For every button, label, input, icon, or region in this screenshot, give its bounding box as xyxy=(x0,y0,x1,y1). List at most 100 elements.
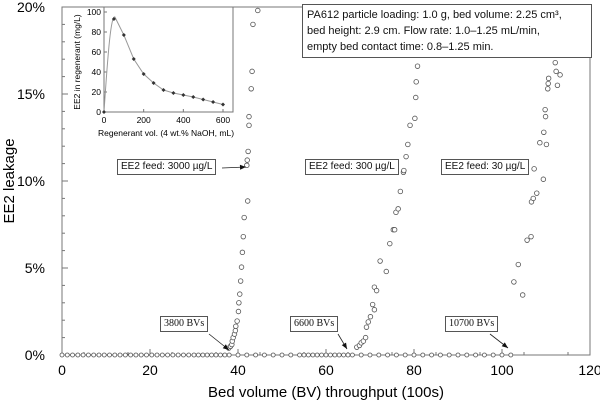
data-point xyxy=(204,352,210,358)
data-point xyxy=(542,106,548,113)
arrow-head-icon xyxy=(341,342,347,349)
data-point xyxy=(446,352,452,358)
data-point xyxy=(238,264,245,270)
data-point xyxy=(411,352,417,358)
data-point xyxy=(237,278,244,284)
x-tick-label: 60 xyxy=(318,362,334,378)
data-point xyxy=(412,115,418,122)
data-point xyxy=(249,68,255,75)
arrow-head-icon xyxy=(222,344,229,350)
data-point xyxy=(261,352,267,358)
data-point xyxy=(383,268,389,275)
data-point xyxy=(543,141,550,148)
data-point xyxy=(209,352,215,358)
data-point xyxy=(191,352,197,358)
annotation-feed-3000: EE2 feed: 3000 µg/L xyxy=(117,159,217,175)
data-point xyxy=(323,352,329,358)
data-point xyxy=(297,352,303,358)
data-point xyxy=(349,352,355,358)
data-point xyxy=(75,352,81,358)
data-point xyxy=(237,291,243,297)
data-point xyxy=(144,352,149,358)
data-point xyxy=(233,323,239,329)
y-tick-label: 20% xyxy=(17,0,45,15)
parameters-box: PA612 particle loading: 1.0 g, bed volum… xyxy=(302,4,592,58)
y-axis-label: EE2 leakage xyxy=(1,138,18,223)
x-tick-label: 40 xyxy=(230,362,246,378)
data-point xyxy=(397,188,404,195)
data-point xyxy=(138,352,144,358)
data-point xyxy=(542,113,549,120)
data-point xyxy=(377,258,383,264)
data-point xyxy=(245,148,251,155)
data-point xyxy=(149,352,155,358)
data-point xyxy=(200,352,206,358)
data-point xyxy=(80,352,86,358)
inset-y-label: EE2 in regenerant (mg/L) xyxy=(72,14,82,110)
data-point xyxy=(213,352,219,358)
data-point xyxy=(301,352,307,358)
data-point xyxy=(241,214,247,221)
x-tick-label: 0 xyxy=(58,362,66,378)
data-point xyxy=(165,352,171,358)
data-point xyxy=(236,300,242,306)
data-point xyxy=(437,352,443,358)
data-point xyxy=(420,352,426,358)
data-point xyxy=(244,162,250,169)
data-point xyxy=(537,140,543,146)
data-point xyxy=(345,352,351,358)
data-point xyxy=(365,319,371,325)
data-point xyxy=(455,352,461,358)
data-point xyxy=(385,352,391,358)
data-point xyxy=(367,314,374,320)
data-point xyxy=(244,157,250,163)
data-point xyxy=(195,352,201,358)
inset-y-tick-label: 60 xyxy=(92,47,102,57)
data-point xyxy=(255,7,261,14)
data-point xyxy=(413,94,419,101)
data-point xyxy=(363,324,370,330)
data-point xyxy=(246,122,252,129)
data-point xyxy=(545,75,552,82)
data-point xyxy=(413,79,419,85)
data-point xyxy=(222,352,228,358)
inset-x-tick-label: 400 xyxy=(176,115,190,125)
data-point xyxy=(250,21,256,28)
inset-data-point xyxy=(151,81,156,85)
inset-data-point xyxy=(111,17,116,21)
data-point xyxy=(545,86,551,92)
inset-data-point xyxy=(102,110,106,114)
inset-data-point xyxy=(141,72,146,76)
data-point xyxy=(557,72,563,78)
data-point xyxy=(186,352,192,358)
data-point xyxy=(181,352,186,358)
annotation-6600-bvs: 6600 BVs xyxy=(290,316,339,332)
data-point xyxy=(336,352,342,358)
data-point xyxy=(545,80,551,87)
data-point xyxy=(112,352,118,358)
x-axis-label: Bed volume (BV) throughput (100s) xyxy=(208,384,444,401)
inset-y-tick-label: 80 xyxy=(92,27,102,37)
data-point xyxy=(288,352,294,358)
annotation-feed-300: EE2 feed: 300 µg/L xyxy=(305,159,399,175)
data-point xyxy=(358,352,364,358)
data-points xyxy=(59,7,563,358)
inset-data-point xyxy=(211,100,216,104)
data-point xyxy=(341,352,347,358)
data-point xyxy=(508,352,514,358)
data-point xyxy=(246,113,252,120)
y-tick-label: 10% xyxy=(17,173,45,189)
annotation-arrows xyxy=(208,164,509,351)
data-point xyxy=(528,233,534,240)
inset-frame xyxy=(103,6,234,113)
data-point xyxy=(401,167,407,174)
data-point xyxy=(91,352,97,358)
data-point xyxy=(101,352,107,358)
data-point xyxy=(531,166,537,172)
inset-data-point xyxy=(191,95,196,99)
data-point xyxy=(244,352,250,358)
data-point xyxy=(540,176,547,182)
params-line: empty bed contact time: 0.8–1.25 min. xyxy=(307,41,494,53)
data-point xyxy=(481,352,487,358)
